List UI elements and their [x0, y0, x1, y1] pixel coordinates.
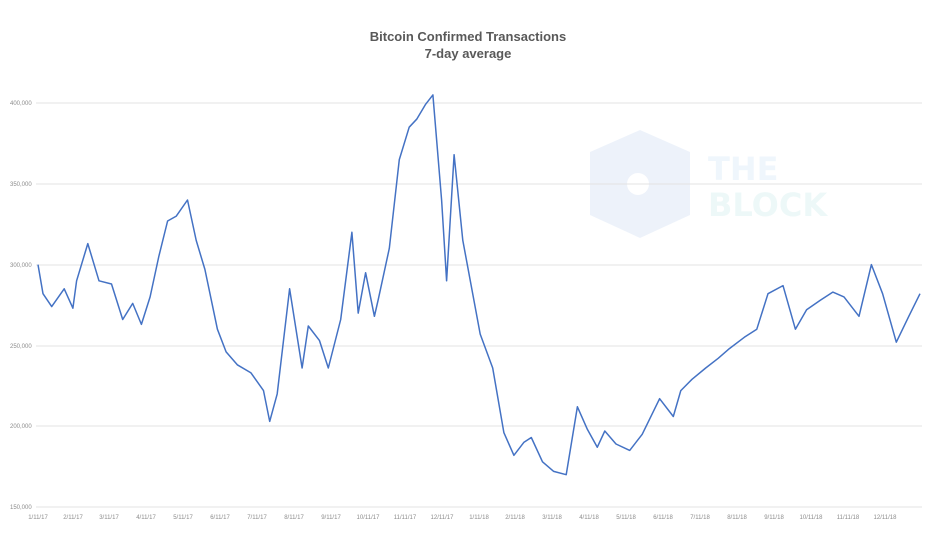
y-tick-label: 150,000 [10, 505, 32, 511]
x-tick-label: 12/11/17 [431, 515, 455, 521]
x-tick-label: 4/11/18 [579, 515, 599, 521]
x-tick-label: 5/11/17 [173, 515, 193, 521]
x-tick-label: 9/11/18 [764, 515, 784, 521]
x-tick-label: 6/11/17 [210, 515, 230, 521]
x-tick-label: 7/11/18 [690, 515, 710, 521]
x-tick-label: 9/11/17 [321, 515, 341, 521]
x-tick-label: 2/11/18 [505, 515, 525, 521]
chart-subtitle: 7-day average [424, 46, 512, 61]
x-tick-label: 4/11/17 [136, 515, 156, 521]
x-tick-label: 10/11/17 [357, 515, 381, 521]
y-tick-label: 200,000 [10, 424, 32, 430]
y-axis: 400,000 350,000 300,000 250,000 200,000 … [10, 101, 32, 511]
x-tick-label: 10/11/18 [800, 515, 824, 521]
x-tick-label: 1/11/17 [28, 515, 48, 521]
x-tick-label: 8/11/18 [727, 515, 747, 521]
watermark-text-the: THE [708, 150, 778, 188]
y-tick-label: 300,000 [10, 263, 32, 269]
x-tick-label: 7/11/17 [247, 515, 267, 521]
y-tick-label: 250,000 [10, 344, 32, 350]
x-tick-label: 11/11/17 [394, 515, 417, 521]
x-tick-label: 3/11/17 [99, 515, 119, 521]
chart-title: Bitcoin Confirmed Transactions [369, 29, 567, 44]
watermark-text-block: BLOCK [708, 186, 828, 224]
x-tick-label: 5/11/18 [616, 515, 636, 521]
x-tick-label: 11/11/18 [837, 515, 860, 521]
y-tick-label: 350,000 [10, 182, 32, 188]
series-line-confirmed-transactions [37, 94, 921, 476]
gridlines [36, 102, 922, 508]
chart-title-block: Bitcoin Confirmed Transactions 7-day ave… [0, 28, 936, 62]
x-tick-label: 6/11/18 [653, 515, 673, 521]
y-tick-label: 400,000 [10, 101, 32, 107]
x-tick-label: 12/11/18 [874, 515, 898, 521]
x-tick-label: 2/11/17 [63, 515, 83, 521]
x-tick-label: 3/11/18 [542, 515, 562, 521]
x-tick-label: 8/11/17 [284, 515, 304, 521]
x-axis: 1/11/17 2/11/17 3/11/17 4/11/17 5/11/17 … [28, 515, 897, 521]
x-tick-label: 1/11/18 [469, 515, 489, 521]
